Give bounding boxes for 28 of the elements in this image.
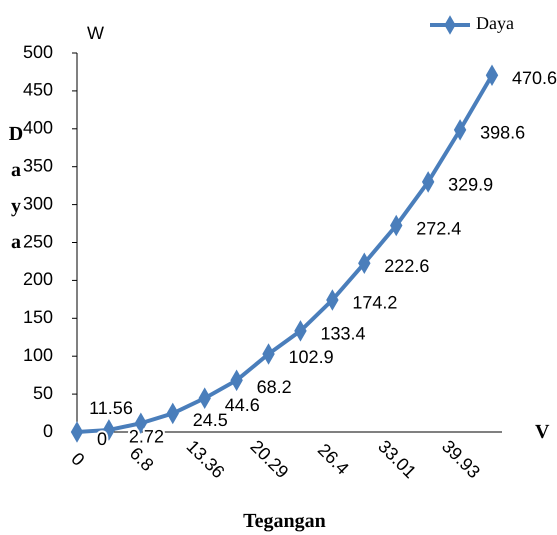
data-label: 11.56: [89, 398, 133, 418]
y-tick-label: 150: [22, 307, 53, 328]
y-tick-label: 250: [22, 231, 53, 252]
y-tick-label: 450: [22, 80, 53, 100]
data-label: 222.6: [384, 256, 430, 276]
data-label: 272.4: [416, 218, 462, 238]
y-tick-label: 200: [22, 269, 53, 290]
data-label: 102.9: [288, 346, 334, 367]
y-tick-label: 50: [32, 382, 53, 403]
text: V: [535, 421, 550, 443]
y-tick-label: 500: [22, 42, 53, 62]
legend-label: Daya: [476, 13, 514, 34]
data-label: 133.4: [320, 324, 366, 344]
data-label: 470.6: [512, 68, 557, 88]
text: W: [87, 23, 104, 43]
y-tick-label: 100: [22, 344, 53, 365]
y-tick-label: 300: [22, 193, 53, 214]
data-label: 329.9: [448, 174, 494, 195]
data-label: 68.2: [256, 377, 292, 398]
y-tick-label: 400: [22, 118, 53, 138]
x-tick-label: 0: [67, 448, 88, 470]
y-axis-title: Daya: [8, 123, 24, 253]
y-tick-label: 350: [22, 155, 53, 176]
data-label: 398.6: [480, 122, 526, 143]
y-tick-label: 0: [42, 420, 53, 441]
x-axis-title: Tegangan: [243, 510, 326, 532]
data-label: 174.2: [352, 292, 398, 313]
x-tick-label: 26.4: [314, 440, 353, 479]
